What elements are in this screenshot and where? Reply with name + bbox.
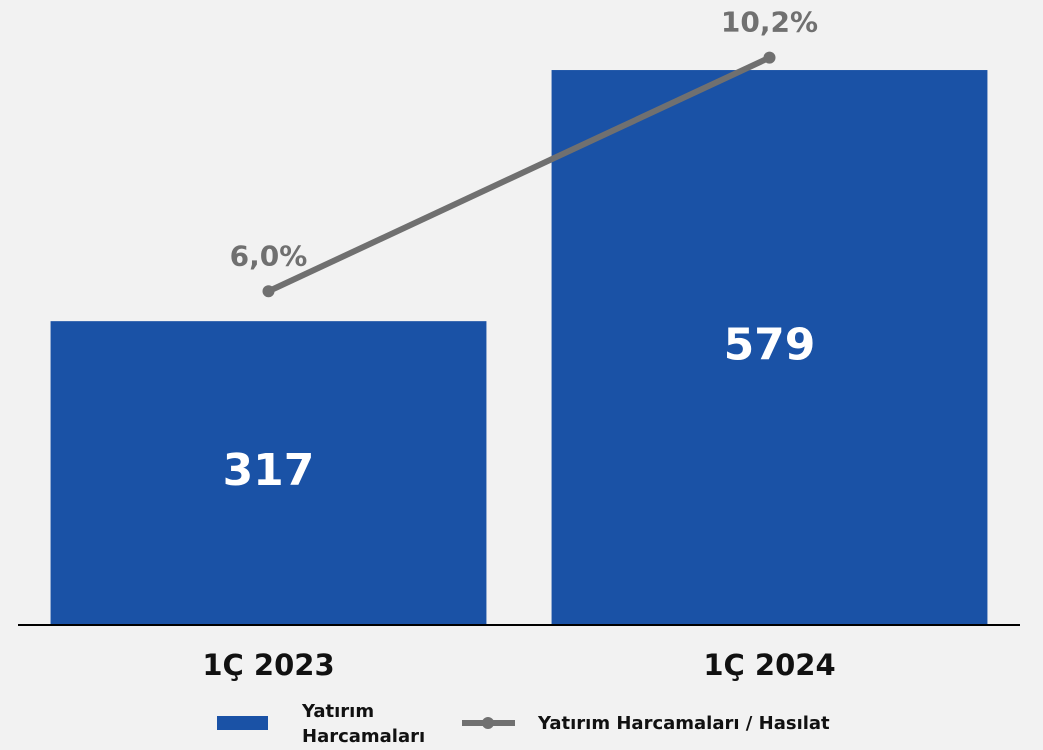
bar-value-label: 317 — [223, 445, 315, 496]
legend-swatch — [217, 716, 268, 730]
line-value-label: 6,0% — [230, 239, 308, 272]
legend-label: Yatırım Harcamaları / Hasılat — [537, 713, 830, 734]
bar — [50, 321, 487, 625]
legend-marker — [482, 717, 494, 729]
x-tick-label: 1Ç 2024 — [703, 648, 835, 682]
line-value-label: 10,2% — [721, 6, 818, 39]
bar-value-label: 579 — [724, 320, 816, 371]
line-point — [262, 285, 275, 298]
line — [267, 54, 771, 294]
legend-label: Yatırım Harcamaları — [301, 701, 425, 747]
x-tick-label: 1Ç 2023 — [202, 648, 334, 682]
line-point — [763, 51, 776, 64]
bar — [551, 70, 988, 625]
